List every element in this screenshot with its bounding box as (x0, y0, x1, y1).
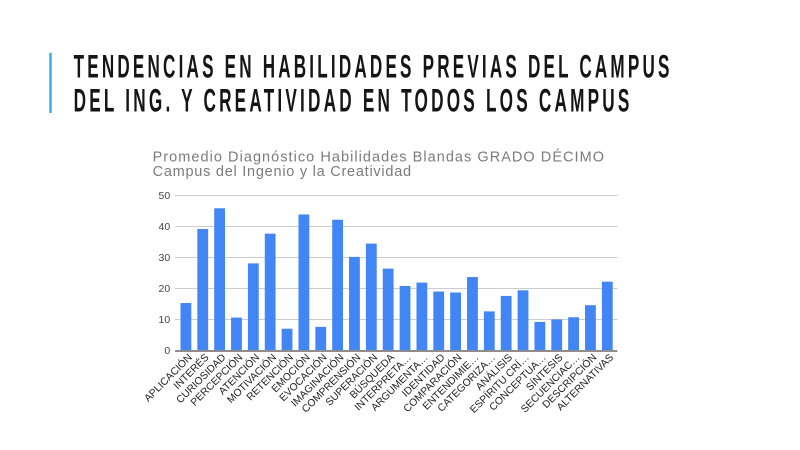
svg-text:50: 50 (159, 190, 171, 202)
svg-text:TENDENCIAS EN HABILIDADES PREV: TENDENCIAS EN HABILIDADES PREVIAS DEL CA… (74, 48, 673, 84)
svg-text:20: 20 (159, 283, 171, 295)
svg-text:0: 0 (164, 345, 170, 357)
svg-text:30: 30 (159, 252, 171, 264)
svg-text:40: 40 (159, 221, 171, 233)
svg-text:Promedio Diagnóstico Habilidad: Promedio Diagnóstico Habilidades Blandas… (153, 149, 604, 166)
svg-text:DEL ING. Y CREATIVIDAD EN TODO: DEL ING. Y CREATIVIDAD EN TODOS LOS CAMP… (74, 83, 633, 119)
svg-text:10: 10 (159, 314, 171, 326)
svg-text:Campus del Ingenio y la Creati: Campus del Ingenio y la Creatividad (153, 164, 412, 180)
